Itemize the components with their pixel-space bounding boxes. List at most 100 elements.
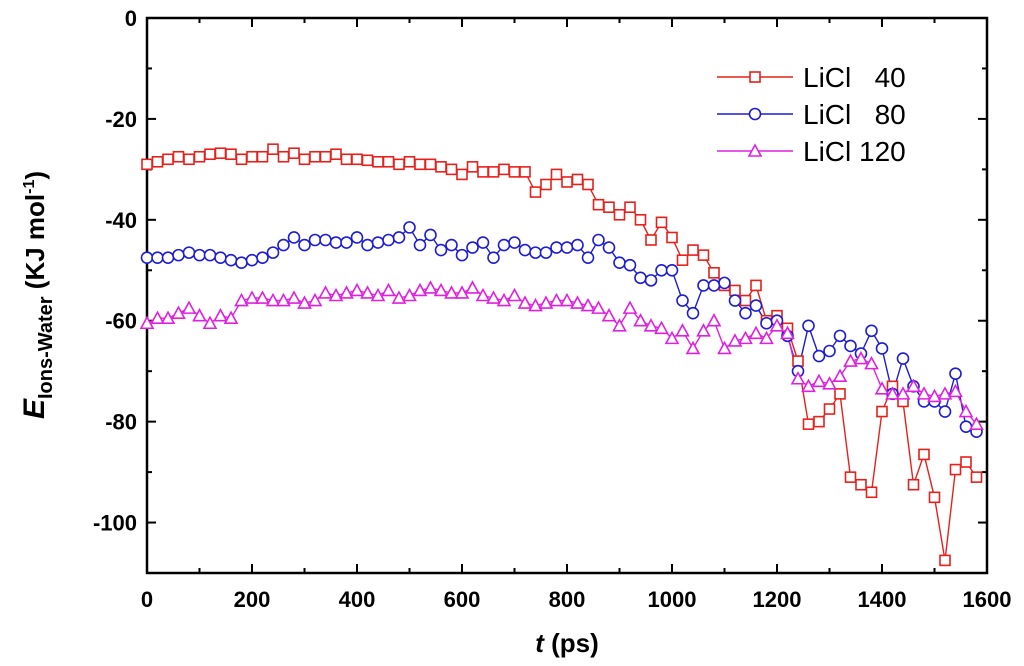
data-point-triangle	[864, 355, 879, 370]
data-point-circle	[466, 241, 479, 254]
y-tick-label: -40	[105, 208, 137, 233]
x-tick-label: 1600	[963, 587, 1012, 612]
x-tick-label: 800	[549, 587, 586, 612]
data-point-square	[288, 147, 300, 160]
data-point-square	[340, 153, 353, 166]
y-tick-label: -20	[105, 107, 137, 132]
y-axis-title: EIons-Water (KJ mol-1)	[18, 171, 57, 419]
data-point-square	[162, 153, 174, 166]
data-point-square	[550, 168, 563, 181]
data-point-triangle	[328, 287, 344, 302]
data-point-triangle	[622, 300, 638, 314]
y-axis-close: )	[20, 171, 50, 180]
data-point-circle	[140, 251, 154, 264]
data-point-square	[865, 486, 878, 499]
data-point-triangle	[937, 386, 953, 400]
data-point-triangle	[496, 292, 512, 307]
data-point-square	[592, 198, 605, 211]
data-point-circle	[571, 238, 584, 252]
data-point-triangle	[612, 318, 627, 332]
data-point-triangle	[181, 300, 197, 314]
data-point-circle	[749, 299, 763, 312]
data-point-circle	[403, 221, 416, 234]
data-point-triangle	[958, 403, 974, 418]
data-point-circle	[161, 251, 175, 264]
data-point-square	[424, 158, 437, 171]
data-point-circle	[476, 236, 490, 249]
data-point-triangle	[402, 287, 417, 302]
data-point-square	[928, 491, 941, 504]
data-point-circle	[224, 253, 238, 267]
data-point-triangle	[559, 292, 575, 307]
legend-label: LiCl 40	[803, 62, 906, 93]
data-point-circle	[434, 243, 448, 257]
data-point-circle	[361, 238, 374, 252]
data-point-square	[330, 148, 342, 161]
data-point-triangle	[591, 300, 606, 314]
y-axis-var: E	[18, 398, 51, 419]
legend-label: LiCl 80	[803, 99, 906, 130]
data-point-triangle	[528, 297, 543, 312]
data-point-square	[666, 231, 678, 244]
data-point-square	[319, 150, 332, 163]
data-point-triangle	[423, 280, 438, 294]
data-point-square	[277, 150, 290, 163]
data-point-square	[561, 176, 573, 188]
data-point-circle	[655, 263, 668, 277]
y-tick-label: -100	[93, 511, 137, 536]
data-point-triangle	[790, 371, 806, 385]
data-point-square	[508, 166, 521, 178]
data-point-triangle	[465, 280, 480, 294]
data-point-square	[613, 208, 626, 221]
data-point-square	[802, 418, 815, 430]
data-point-square	[960, 456, 972, 468]
data-point-square	[204, 148, 216, 161]
data-point-square	[634, 214, 647, 226]
data-point-triangle	[895, 386, 911, 400]
data-point-triangle	[171, 305, 186, 319]
data-point-square	[256, 150, 269, 163]
data-point-triangle	[853, 350, 869, 365]
data-point-triangle	[139, 315, 155, 330]
data-point-triangle	[822, 376, 837, 390]
data-point-square	[540, 178, 552, 191]
data-point-square	[141, 158, 153, 171]
data-point-square	[372, 155, 384, 168]
data-point-triangle	[150, 310, 165, 325]
data-point-circle	[256, 251, 269, 264]
data-point-square	[235, 153, 248, 166]
data-point-square	[172, 150, 185, 163]
data-point-triangle	[234, 292, 249, 307]
data-point-circle	[392, 231, 406, 244]
x-tick-label: 0	[141, 587, 153, 612]
data-point-square	[582, 178, 594, 191]
data-point-circle	[623, 258, 637, 272]
x-tick-label: 1000	[648, 587, 697, 612]
data-point-circle	[340, 236, 353, 249]
data-point-square	[183, 153, 195, 166]
series-square	[146, 148, 978, 561]
data-point-square	[519, 166, 531, 178]
data-point-triangle	[927, 388, 942, 403]
data-point-triangle	[549, 292, 564, 307]
data-point-circle	[508, 236, 521, 249]
data-point-triangle	[349, 282, 365, 297]
data-point-circle	[550, 241, 563, 254]
data-point-circle	[739, 306, 752, 320]
data-point-circle	[193, 248, 206, 262]
data-point-circle	[875, 342, 889, 355]
data-point-square	[739, 294, 752, 307]
data-point-square	[435, 161, 447, 173]
data-point-triangle	[675, 323, 690, 337]
data-point-triangle	[286, 290, 302, 304]
data-point-triangle	[885, 386, 900, 400]
data-point-square	[477, 166, 489, 178]
data-point-triangle	[255, 290, 270, 304]
data-point-circle	[287, 231, 301, 244]
data-point-triangle	[517, 295, 533, 309]
data-point-square	[456, 168, 468, 181]
data-point-circle	[748, 107, 762, 121]
series-line	[146, 148, 978, 561]
data-point-circle	[581, 251, 595, 264]
data-point-triangle	[507, 287, 522, 302]
